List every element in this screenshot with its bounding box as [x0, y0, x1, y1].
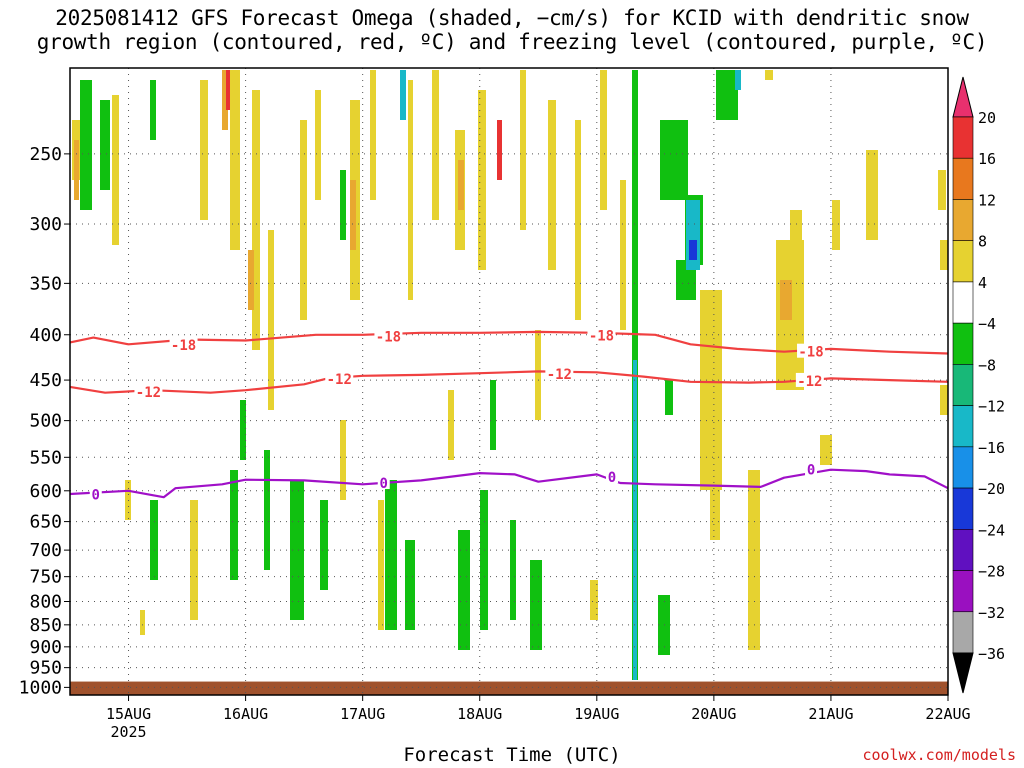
colorbar-label: −4 — [978, 315, 996, 333]
colorbar-segment — [952, 446, 974, 489]
y-tick-label: 900 — [29, 637, 62, 658]
contour-label: -18 — [798, 345, 823, 361]
colorbar-segment — [952, 322, 974, 365]
contour-label-bg — [587, 327, 616, 342]
y-tick-label: 1000 — [19, 677, 62, 698]
contour-label-bg — [606, 469, 619, 484]
contour-label-bg — [805, 461, 818, 476]
colorbar-label: 16 — [978, 150, 996, 168]
y-tick-label: 500 — [29, 411, 62, 432]
y-tick-label: 800 — [29, 592, 62, 613]
colorbar: 20 16 12 8 4 −4 −8 −12 −16 −20 −24 −28 −32 −36 — [952, 76, 1005, 694]
contour-labels: -18 -18 -18 -18 -12 -12 -12 -12 0 0 0 0 — [89, 327, 826, 504]
colorbar-segment — [952, 240, 974, 283]
contour-label: -12 — [136, 385, 161, 401]
ground-surface — [70, 681, 948, 695]
colorbar-segment — [952, 487, 974, 530]
contour-label: 0 — [608, 470, 616, 486]
x-tick-label: 16AUG — [223, 705, 268, 723]
y-tick-label: 650 — [29, 512, 62, 533]
contour-line — [69, 370, 949, 394]
colorbar-segment — [952, 611, 974, 654]
x-tick-label: 20AUG — [691, 705, 736, 723]
x-tick-label: 18AUG — [457, 705, 502, 723]
x-axis-label: Forecast Time (UTC) — [403, 744, 621, 766]
y-tick-label: 600 — [29, 481, 62, 502]
contour-label-bg — [545, 366, 574, 381]
colorbar-top-arrow — [952, 76, 974, 118]
colorbar-label: −8 — [978, 356, 996, 374]
y-tick-label: 350 — [29, 273, 62, 294]
x-tick-label: 15AUG — [106, 705, 151, 723]
colorbar-label: −36 — [978, 645, 1005, 663]
colorbar-label: −12 — [978, 398, 1005, 416]
colorbar-label: 8 — [978, 233, 987, 251]
colorbar-segment — [952, 116, 974, 159]
colorbar-label: −20 — [978, 480, 1005, 498]
y-tick-label: 300 — [29, 214, 62, 235]
contour-label: -18 — [376, 330, 401, 346]
y-tick-label: 450 — [29, 370, 62, 391]
contour-label: -18 — [171, 338, 196, 354]
contour-label-bg — [374, 328, 403, 343]
y-tick-label: 550 — [29, 447, 62, 468]
contour-label: -12 — [327, 372, 352, 388]
colorbar-segment — [952, 199, 974, 241]
colorbar-segment — [952, 529, 974, 571]
colorbar-label: −28 — [978, 563, 1005, 581]
x-tick-label: 19AUG — [574, 705, 619, 723]
colorbar-segment — [952, 364, 974, 406]
y-tick-label: 750 — [29, 567, 62, 588]
colorbar-segment — [952, 405, 974, 448]
contour-label: -12 — [797, 374, 822, 390]
x-tick-label: 21AUG — [808, 705, 853, 723]
contour-label: 0 — [92, 488, 100, 504]
colorbar-label: 4 — [978, 274, 987, 292]
contour-label: -12 — [547, 367, 572, 383]
colorbar-segment — [952, 281, 974, 324]
contour-label-bg — [134, 383, 163, 398]
contour-label-bg — [797, 343, 826, 358]
colorbar-label: 20 — [978, 109, 996, 127]
y-tick-label: 250 — [29, 144, 62, 165]
plot-frame — [69, 67, 949, 696]
contour-label-bg — [795, 372, 824, 387]
colorbar-label: 12 — [978, 191, 996, 209]
x-tick-label: 17AUG — [340, 705, 385, 723]
colorbar-segment — [952, 570, 974, 613]
colorbar-label: −32 — [978, 604, 1005, 622]
contour-label-bg — [325, 371, 354, 386]
y-tick-label: 850 — [29, 615, 62, 636]
contour-label: -18 — [589, 329, 614, 345]
contour-label: 0 — [807, 463, 815, 479]
y-tick-label: 700 — [29, 540, 62, 561]
contour-line — [69, 468, 949, 499]
grid-lines — [70, 68, 948, 695]
contour-label-bg — [377, 475, 390, 490]
credit-text: coolwx.com/models — [862, 746, 1016, 764]
x-tick-label: 22AUG — [925, 705, 970, 723]
colorbar-segment — [952, 157, 974, 200]
colorbar-label: −24 — [978, 521, 1005, 539]
y-axis-ticks: 2503003504004505005506006507007508008509… — [19, 144, 70, 698]
colorbar-label: −16 — [978, 439, 1005, 457]
x-tick-sublabel: 2025 — [110, 723, 146, 741]
contour-label-bg — [169, 337, 198, 352]
y-tick-label: 950 — [29, 658, 62, 679]
ground-rect — [70, 681, 948, 695]
colorbar-bottom-arrow — [952, 652, 974, 694]
contour-label-bg — [89, 486, 102, 501]
contour-label: 0 — [380, 476, 388, 492]
chart-title: 2025081412 GFS Forecast Omega (shaded, −… — [36, 6, 988, 54]
y-tick-label: 400 — [29, 325, 62, 346]
